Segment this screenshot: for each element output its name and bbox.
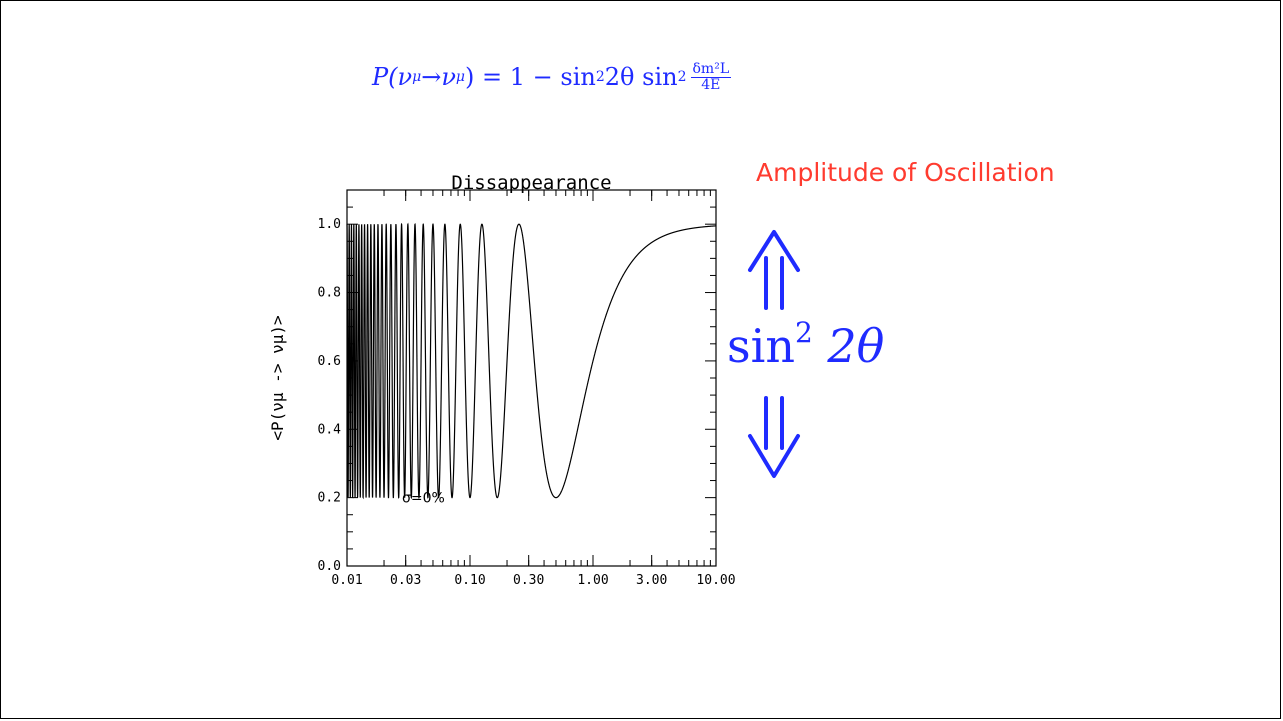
formula-arrow: →: [421, 63, 442, 91]
sin-sup: 2: [794, 316, 813, 349]
y-tick-label: 0.4: [318, 422, 342, 437]
tick-labels: 0.01 0.03 0.10 0.30 1.00 3.00 10.00 0.0 0.2 0.4 0.…: [318, 217, 736, 588]
formula-theta-part: 2θ sin: [604, 63, 678, 91]
x-tick-label: 0.30: [513, 573, 544, 588]
sin-text: sin: [727, 319, 795, 373]
x-tick-label: 0.03: [390, 573, 421, 588]
amplitude-arrows: [748, 230, 800, 478]
formula-sq-1: 2: [595, 69, 605, 85]
formula-mu-2: μ: [455, 69, 466, 85]
x-tick-label: 0.10: [454, 573, 485, 588]
amplitude-label: Amplitude of Oscillation: [756, 158, 1055, 187]
chart-title: Dissappearance: [451, 172, 611, 194]
x-tick-label: 3.00: [636, 573, 667, 588]
formula-fraction-numerator: δm²L: [690, 60, 732, 78]
y-tick-label: 0.6: [318, 354, 341, 369]
formula-eq: ) = 1 − sin: [465, 63, 596, 91]
y-axis-label: <P(νμ -> νμ)>: [268, 315, 287, 440]
y-tick-label: 0.0: [318, 559, 341, 574]
x-tick-label: 10.00: [696, 573, 735, 588]
formula-nu-1: ν: [397, 63, 413, 91]
formula-fraction-denominator: 4E: [701, 76, 721, 93]
sin-arg: 2θ: [827, 319, 885, 373]
double-up-arrow-icon: [748, 230, 800, 310]
probability-formula: P(ν μ → ν μ) = 1 − sin 2 2θ sin 2 δm²L 4E: [372, 55, 732, 99]
y-tick-label: 0.8: [318, 286, 341, 301]
x-tick-label: 1.00: [577, 573, 608, 588]
sigma-annotation: σ=0%: [402, 491, 445, 507]
formula-nu-2: ν: [441, 63, 456, 91]
probability-curve: [346, 222, 716, 500]
formula-fraction: δm²L 4E: [690, 60, 732, 93]
x-tick-label: 0.01: [331, 573, 362, 588]
y-tick-label: 0.2: [318, 491, 341, 506]
y-tick-label: 1.0: [318, 217, 341, 232]
sin-squared-label: sin2 2θ: [727, 316, 884, 373]
formula-sq-2: 2: [677, 69, 687, 85]
formula-lhs: P(: [372, 63, 398, 91]
formula-mu-1: μ: [412, 69, 422, 85]
double-down-arrow-icon: [748, 396, 800, 478]
